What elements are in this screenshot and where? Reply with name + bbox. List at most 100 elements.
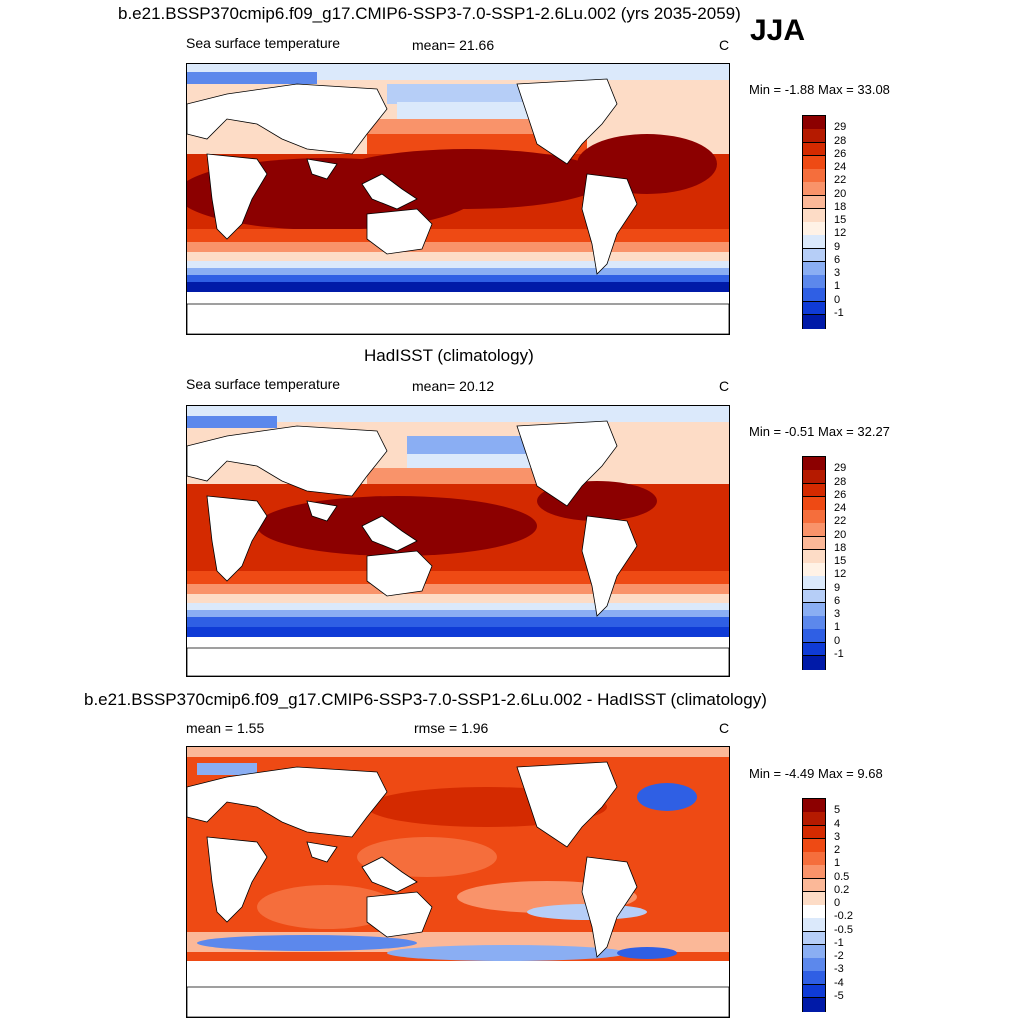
colorbar	[802, 115, 826, 329]
colorbar-box	[803, 235, 825, 249]
colorbar-box	[803, 116, 825, 130]
colorbar-tick-label: 6	[834, 594, 841, 607]
colorbar-box	[803, 812, 825, 826]
colorbar-tick-label: 18	[834, 200, 847, 213]
colorbar-box	[803, 155, 825, 170]
variable-label: Sea surface temperature	[186, 376, 341, 392]
panel-title: HadISST (climatology)	[364, 346, 534, 365]
colorbar-tick-label: 2	[834, 844, 841, 856]
colorbar-box	[803, 629, 825, 643]
colorbar-box	[803, 891, 825, 906]
colorbar-tick-label: 5	[834, 804, 841, 817]
colorbar-box	[803, 838, 825, 853]
colorbar-box	[803, 944, 825, 959]
colorbar-box	[803, 129, 825, 143]
colorbar-box	[803, 655, 825, 670]
mean-label: mean = 1.55	[186, 720, 265, 736]
colorbar-tick-label: -2	[834, 950, 844, 962]
panel-title: b.e21.BSSP370cmip6.f09_g17.CMIP6-SSP3-7.…	[118, 4, 741, 23]
colorbar-tick-label: 0	[834, 293, 841, 306]
colorbar-box	[803, 470, 825, 484]
colorbar-tick-label: 12	[834, 227, 847, 240]
season-label: JJA	[750, 14, 806, 47]
colorbar-tick-label: -1	[834, 936, 844, 949]
colorbar-tick-label: -1	[834, 647, 844, 660]
colorbar-tick-label: 3	[834, 830, 841, 843]
colorbar-tick-label: 6	[834, 253, 841, 266]
mean-label: mean= 21.66	[412, 37, 495, 53]
colorbar-box	[803, 931, 825, 946]
colorbar-box	[803, 971, 825, 985]
colorbar-tick-label: 24	[834, 161, 847, 173]
colorbar-tick-label: 9	[834, 581, 841, 594]
colorbar-box	[803, 799, 825, 813]
colorbar-tick-label: 4	[834, 817, 841, 830]
mean-label: mean= 20.12	[412, 378, 495, 394]
colorbar-tick-label: -5	[834, 989, 844, 1002]
colorbar-tick-label: -0.5	[834, 923, 853, 936]
colorbar-box	[803, 523, 825, 537]
colorbar-tick-label: 1	[834, 280, 841, 293]
colorbar-box	[803, 314, 825, 329]
colorbar-box	[803, 549, 825, 564]
colorbar-tick-label: -1	[834, 306, 844, 319]
colorbar-tick-label: 20	[834, 528, 847, 541]
colorbar-tick-label: 3	[834, 608, 841, 620]
minmax-label: Min = -0.51 Max = 32.27	[749, 424, 890, 439]
colorbar-tick-label: 29	[834, 462, 847, 475]
colorbar-box	[803, 616, 825, 630]
minmax-label: Min = -4.49 Max = 9.68	[749, 766, 883, 781]
colorbar-tick-label: 24	[834, 502, 847, 514]
colorbar-box	[803, 536, 825, 551]
colorbar-tick-label: 28	[834, 475, 847, 488]
colorbar-box	[803, 483, 825, 498]
colorbar-box	[803, 288, 825, 302]
colorbar-tick-label: 26	[834, 147, 847, 160]
colorbar-box	[803, 576, 825, 590]
colorbar-tick-label: 28	[834, 134, 847, 147]
variable-label: Sea surface temperature	[186, 35, 341, 51]
colorbar-box	[803, 222, 825, 236]
colorbar-tick-label: 3	[834, 267, 841, 279]
sst-map	[186, 63, 730, 335]
rmse-label: rmse = 1.96	[414, 720, 489, 736]
units-label: C	[719, 720, 730, 736]
colorbar-tick-label: 0	[834, 634, 841, 647]
colorbar-tick-label: 22	[834, 515, 847, 528]
colorbar-box	[803, 457, 825, 471]
colorbar-tick-label: 12	[834, 568, 847, 581]
units-label: C	[719, 37, 730, 53]
colorbar-tick-label: 15	[834, 555, 847, 567]
colorbar-box	[803, 563, 825, 577]
colorbar-box	[803, 905, 825, 919]
colorbar-box	[803, 182, 825, 196]
colorbar-box	[803, 261, 825, 276]
colorbar-tick-label: 15	[834, 214, 847, 226]
colorbar-box	[803, 642, 825, 657]
colorbar-tick-label: 0	[834, 897, 841, 909]
colorbar-box	[803, 852, 825, 866]
colorbar	[802, 798, 826, 1012]
colorbar-tick-label: 0.5	[834, 870, 850, 883]
units-label: C	[719, 378, 730, 394]
colorbar-tick-label: -3	[834, 963, 844, 976]
colorbar-box	[803, 984, 825, 999]
colorbar-tick-label: 22	[834, 174, 847, 187]
colorbar-box	[803, 958, 825, 972]
colorbar-box	[803, 496, 825, 511]
colorbar-box	[803, 997, 825, 1012]
colorbar-box	[803, 825, 825, 840]
colorbar-box	[803, 510, 825, 524]
colorbar	[802, 456, 826, 670]
colorbar-tick-label: 1	[834, 621, 841, 634]
colorbar-tick-label: 29	[834, 121, 847, 134]
colorbar-box	[803, 301, 825, 316]
panel-title: b.e21.BSSP370cmip6.f09_g17.CMIP6-SSP3-7.…	[84, 690, 767, 709]
colorbar-box	[803, 195, 825, 210]
colorbar-box	[803, 169, 825, 183]
colorbar-box	[803, 142, 825, 157]
colorbar-box	[803, 602, 825, 617]
colorbar-box	[803, 248, 825, 263]
colorbar-tick-label: 20	[834, 187, 847, 200]
sst-difference-map	[186, 746, 730, 1018]
